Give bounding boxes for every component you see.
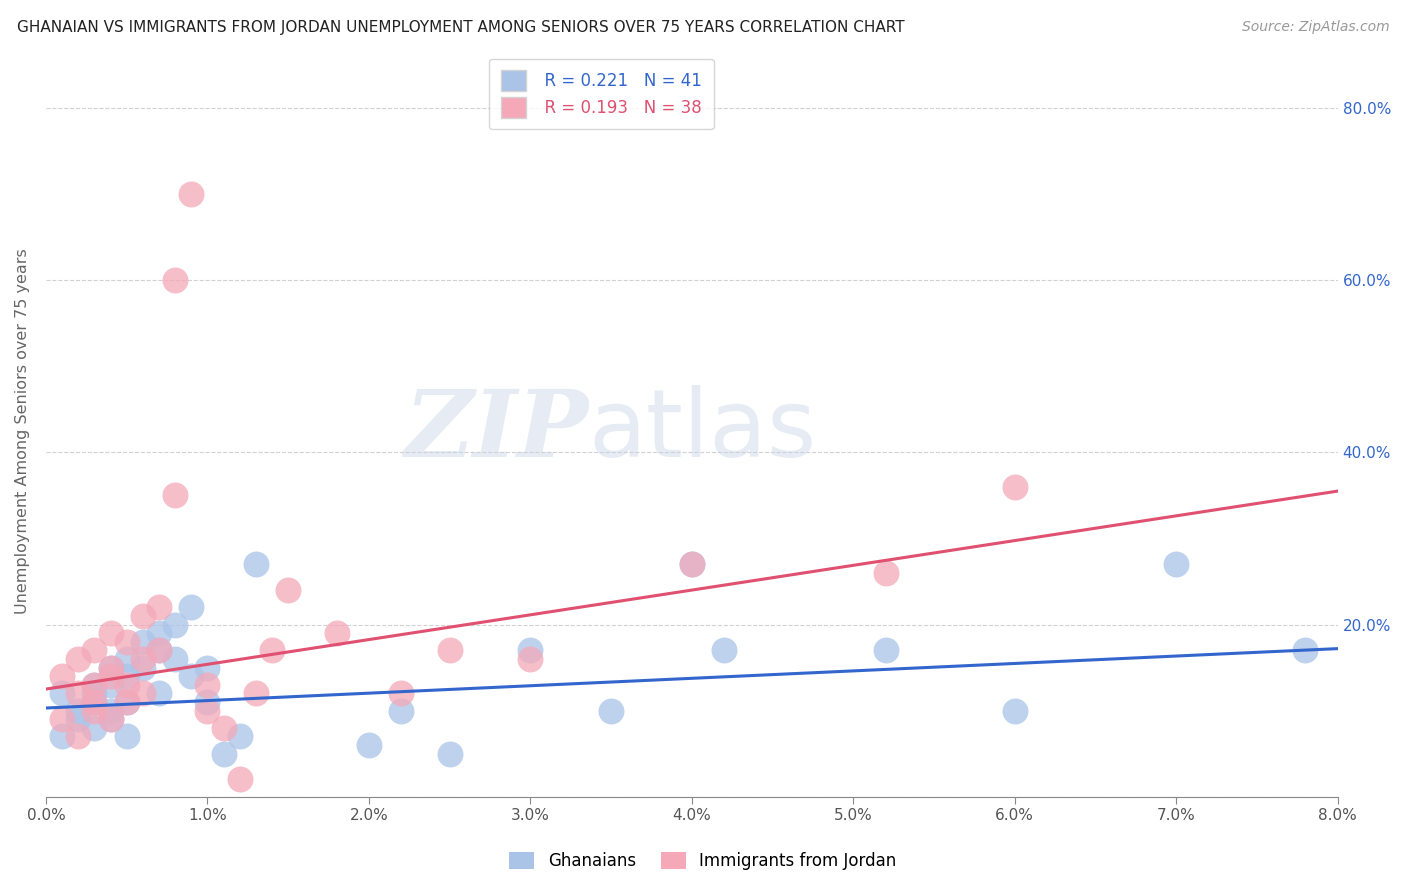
Point — [83, 643, 105, 657]
Point — [100, 660, 122, 674]
Point — [439, 747, 461, 761]
Point — [115, 634, 138, 648]
Point — [519, 652, 541, 666]
Point — [132, 608, 155, 623]
Point — [100, 626, 122, 640]
Point — [325, 626, 347, 640]
Point — [67, 652, 90, 666]
Point — [197, 660, 219, 674]
Legend:   R = 0.221   N = 41,   R = 0.193   N = 38: R = 0.221 N = 41, R = 0.193 N = 38 — [489, 59, 714, 129]
Point — [1004, 704, 1026, 718]
Point — [519, 643, 541, 657]
Point — [51, 669, 73, 683]
Point — [148, 600, 170, 615]
Point — [100, 669, 122, 683]
Point — [212, 747, 235, 761]
Point — [132, 686, 155, 700]
Point — [83, 695, 105, 709]
Point — [165, 273, 187, 287]
Point — [132, 634, 155, 648]
Point — [1294, 643, 1316, 657]
Point — [115, 678, 138, 692]
Point — [389, 686, 412, 700]
Point — [260, 643, 283, 657]
Point — [165, 652, 187, 666]
Point — [245, 686, 267, 700]
Point — [83, 704, 105, 718]
Point — [1004, 480, 1026, 494]
Point — [100, 712, 122, 726]
Point — [67, 712, 90, 726]
Point — [165, 617, 187, 632]
Point — [100, 678, 122, 692]
Text: atlas: atlas — [589, 384, 817, 477]
Point — [51, 686, 73, 700]
Legend: Ghanaians, Immigrants from Jordan: Ghanaians, Immigrants from Jordan — [503, 845, 903, 877]
Point — [51, 730, 73, 744]
Point — [67, 704, 90, 718]
Point — [713, 643, 735, 657]
Point — [115, 695, 138, 709]
Point — [148, 686, 170, 700]
Point — [83, 686, 105, 700]
Text: Source: ZipAtlas.com: Source: ZipAtlas.com — [1241, 20, 1389, 34]
Point — [67, 686, 90, 700]
Point — [277, 583, 299, 598]
Text: GHANAIAN VS IMMIGRANTS FROM JORDAN UNEMPLOYMENT AMONG SENIORS OVER 75 YEARS CORR: GHANAIAN VS IMMIGRANTS FROM JORDAN UNEMP… — [17, 20, 904, 35]
Point — [115, 669, 138, 683]
Point — [100, 712, 122, 726]
Point — [115, 730, 138, 744]
Point — [132, 652, 155, 666]
Point — [357, 738, 380, 752]
Point — [389, 704, 412, 718]
Point — [100, 660, 122, 674]
Point — [681, 558, 703, 572]
Point — [228, 730, 250, 744]
Point — [180, 187, 202, 202]
Point — [875, 566, 897, 580]
Point — [115, 652, 138, 666]
Point — [67, 730, 90, 744]
Point — [148, 643, 170, 657]
Point — [245, 558, 267, 572]
Point — [83, 678, 105, 692]
Point — [197, 704, 219, 718]
Point — [83, 695, 105, 709]
Point — [180, 669, 202, 683]
Point — [51, 712, 73, 726]
Point — [132, 660, 155, 674]
Point — [875, 643, 897, 657]
Point — [681, 558, 703, 572]
Point — [600, 704, 623, 718]
Point — [148, 643, 170, 657]
Point — [180, 600, 202, 615]
Y-axis label: Unemployment Among Seniors over 75 years: Unemployment Among Seniors over 75 years — [15, 248, 30, 614]
Point — [197, 695, 219, 709]
Point — [228, 772, 250, 787]
Point — [439, 643, 461, 657]
Point — [1166, 558, 1188, 572]
Point — [83, 678, 105, 692]
Point — [83, 721, 105, 735]
Text: ZIP: ZIP — [404, 386, 589, 475]
Point — [148, 626, 170, 640]
Point — [115, 695, 138, 709]
Point — [165, 488, 187, 502]
Point — [100, 704, 122, 718]
Point — [212, 721, 235, 735]
Point — [197, 678, 219, 692]
